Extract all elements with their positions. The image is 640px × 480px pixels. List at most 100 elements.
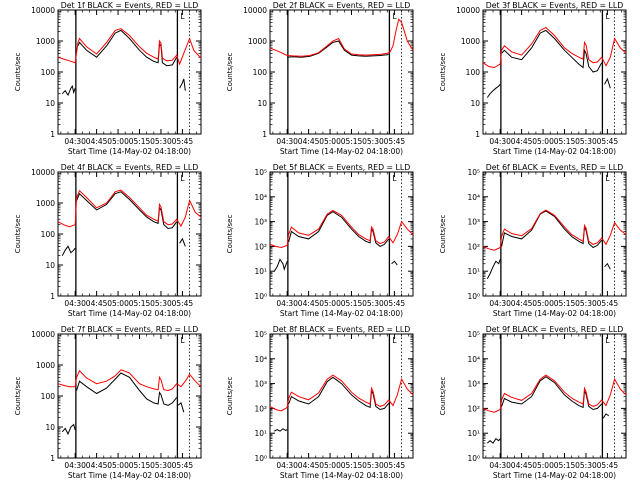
x-tick-label: 05:30 xyxy=(575,461,597,470)
x-tick-label: 05:45 xyxy=(384,137,406,146)
events-series-line xyxy=(274,428,288,432)
x-tick-label: 04:45 xyxy=(511,137,533,146)
lld-series-line xyxy=(482,209,627,251)
plot-frame xyxy=(269,333,414,459)
y-tick-label: 10³ xyxy=(254,218,267,227)
chart-title: Det 2f BLACK = Events, RED = LLD xyxy=(273,1,411,10)
lld-marker-label: L xyxy=(605,174,610,183)
events-series-line xyxy=(77,29,178,67)
chart-panel-4: Det 4f BLACK = Events, RED = LLD Counts/s… xyxy=(14,163,202,318)
x-tick-label: 05:15 xyxy=(129,299,151,308)
x-tick-label: 05:45 xyxy=(597,461,619,470)
y-tick-label: 10000 xyxy=(243,6,267,15)
y-axis-label: Counts/sec xyxy=(226,215,234,254)
x-axis-label: Start Time (14-May-02 04:18:00) xyxy=(493,309,616,318)
chart-title: Det 9f BLACK = Events, RED = LLD xyxy=(486,325,624,334)
y-tick-label: 10⁰ xyxy=(254,454,267,463)
events-series-line xyxy=(61,84,76,97)
x-tick-label: 05:30 xyxy=(575,299,597,308)
lld-marker-label: L xyxy=(605,336,610,345)
x-tick-label: 05:45 xyxy=(172,461,194,470)
events-series-line xyxy=(288,211,390,247)
y-tick-label: 1000 xyxy=(36,37,55,46)
y-axis-label: Counts/sec xyxy=(439,377,447,416)
y-tick-label: 10⁴ xyxy=(467,355,480,364)
x-tick-label: 05:30 xyxy=(150,137,172,146)
chart-title: Det 5f BLACK = Events, RED = LLD xyxy=(273,163,411,172)
x-tick-label: 04:45 xyxy=(298,137,320,146)
x-tick-label: 05:30 xyxy=(362,461,384,470)
y-tick-label: 10⁴ xyxy=(467,193,480,202)
y-tick-label: 1 xyxy=(50,292,55,301)
events-series-line xyxy=(501,29,603,73)
chart-title: Det 6f BLACK = Events, RED = LLD xyxy=(486,163,624,172)
y-tick-label: 10¹ xyxy=(254,267,267,276)
x-tick-label: 05:45 xyxy=(597,299,619,308)
lld-series-line xyxy=(57,369,202,392)
events-series-line xyxy=(76,191,178,230)
y-tick-label: 10⁰ xyxy=(467,454,480,463)
lld-series-line xyxy=(269,374,414,412)
x-tick-label: 05:30 xyxy=(362,137,384,146)
lld-series-line xyxy=(57,189,202,228)
x-tick-label: 05:45 xyxy=(172,137,194,146)
x-tick-label: 05:00 xyxy=(319,299,341,308)
x-tick-label: 04:45 xyxy=(298,461,320,470)
x-tick-label: 05:00 xyxy=(107,461,129,470)
x-tick-label: 05:15 xyxy=(129,461,151,470)
x-tick-label: 05:45 xyxy=(384,461,406,470)
y-tick-label: 10⁵ xyxy=(467,330,480,339)
x-tick-label: 05:45 xyxy=(172,299,194,308)
x-tick-label: 05:15 xyxy=(554,137,576,146)
x-tick-label: 05:15 xyxy=(129,137,151,146)
lld-marker-label: L xyxy=(392,336,397,345)
x-tick-label: 05:15 xyxy=(554,461,576,470)
x-axis-label: Start Time (14-May-02 04:18:00) xyxy=(280,147,403,156)
events-series-line xyxy=(602,413,610,419)
x-tick-label: 05:00 xyxy=(532,137,554,146)
y-axis-label: Counts/sec xyxy=(14,53,22,92)
chart-panel-9: Det 9f BLACK = Events, RED = LLD Counts/s… xyxy=(439,325,627,480)
events-series-line xyxy=(288,376,390,411)
lld-marker-label: L xyxy=(605,12,610,21)
y-tick-label: 10⁴ xyxy=(254,193,267,202)
x-tick-label: 05:45 xyxy=(384,299,406,308)
y-tick-label: 10¹ xyxy=(467,429,480,438)
x-tick-label: 04:30 xyxy=(489,137,511,146)
events-series-line xyxy=(179,78,186,91)
x-tick-label: 05:00 xyxy=(319,461,341,470)
y-tick-label: 10¹ xyxy=(467,267,480,276)
x-tick-label: 04:45 xyxy=(511,461,533,470)
x-axis-label: Start Time (14-May-02 04:18:00) xyxy=(280,309,403,318)
events-series-line xyxy=(501,210,603,249)
y-tick-label: 10 xyxy=(45,423,55,432)
x-tick-label: 05:30 xyxy=(575,137,597,146)
lld-marker-label: L xyxy=(180,174,185,183)
events-series-line xyxy=(604,77,611,89)
x-axis-label: Start Time (14-May-02 04:18:00) xyxy=(493,147,616,156)
y-tick-label: 10 xyxy=(470,99,480,108)
x-tick-label: 04:45 xyxy=(86,461,108,470)
y-tick-label: 10⁵ xyxy=(254,330,267,339)
chart-title: Det 4f BLACK = Events, RED = LLD xyxy=(61,163,199,172)
x-tick-label: 04:30 xyxy=(276,137,298,146)
events-series-line xyxy=(177,402,185,413)
x-tick-label: 05:00 xyxy=(107,137,129,146)
x-tick-label: 04:30 xyxy=(64,137,86,146)
x-axis-label: Start Time (14-May-02 04:18:00) xyxy=(493,471,616,480)
chart-panel-2: Det 2f BLACK = Events, RED = LLD Counts/s… xyxy=(226,1,414,156)
y-axis-label: Counts/sec xyxy=(14,215,22,254)
y-tick-label: 10000 xyxy=(31,168,55,177)
events-series-line xyxy=(61,245,76,256)
lld-marker-label: L xyxy=(392,174,397,183)
events-series-line xyxy=(179,237,186,247)
y-tick-label: 10⁵ xyxy=(254,168,267,177)
plot-frame xyxy=(482,333,627,459)
y-tick-label: 10¹ xyxy=(254,429,267,438)
x-tick-label: 05:15 xyxy=(341,137,363,146)
x-tick-label: 05:45 xyxy=(597,137,619,146)
y-tick-label: 10³ xyxy=(467,380,480,389)
y-tick-label: 10 xyxy=(257,99,267,108)
lld-series-line xyxy=(269,18,414,57)
x-tick-label: 05:00 xyxy=(107,299,129,308)
